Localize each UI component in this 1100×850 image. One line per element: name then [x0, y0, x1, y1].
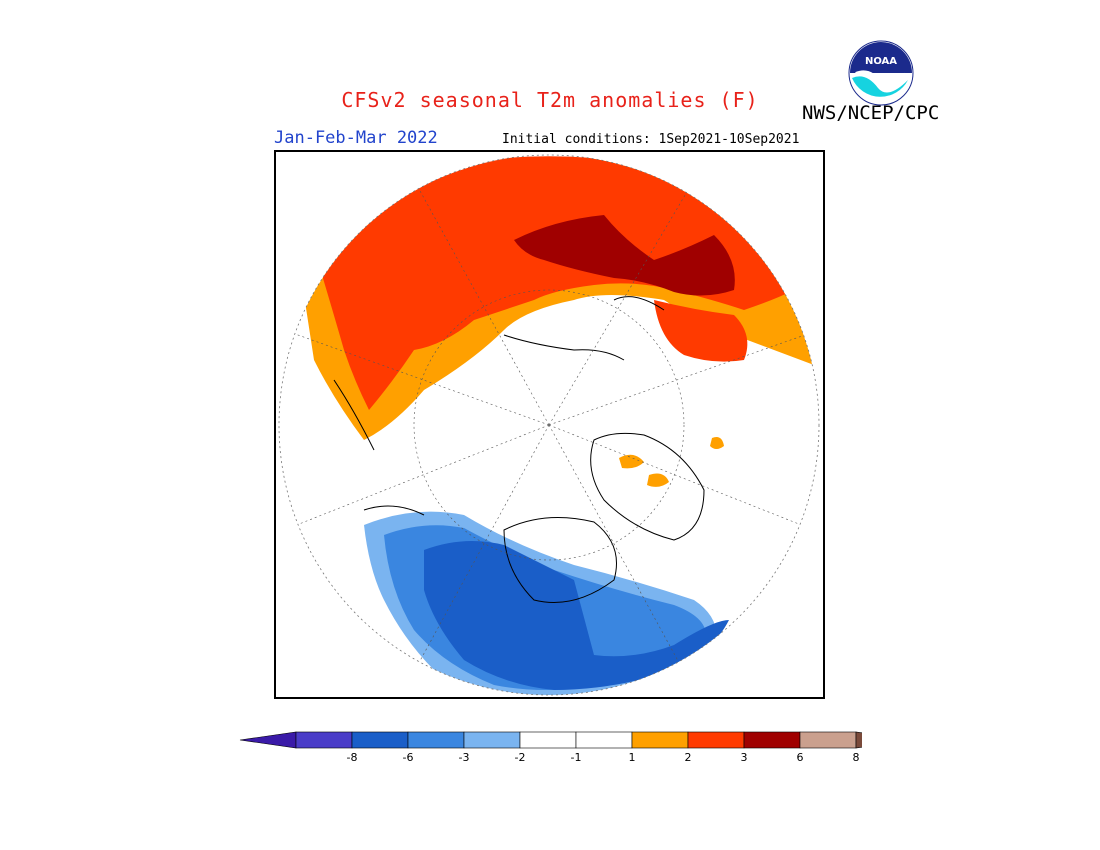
legend-tick-label: -8 [347, 751, 358, 764]
noaa-logo: NOAA [848, 40, 914, 106]
legend-swatch [631, 731, 689, 749]
legend-swatch [351, 731, 409, 749]
anomaly-region-cold-3to6 [424, 541, 729, 690]
legend-tick-label: -1 [571, 751, 582, 764]
legend-tick-label: -3 [459, 751, 470, 764]
legend-arrow-high [855, 731, 862, 749]
legend-swatch [295, 731, 353, 749]
legend-arrow-low [239, 731, 297, 749]
legend-tick-label: 3 [741, 751, 748, 764]
anomaly-region-warm-east [654, 300, 748, 362]
legend-tick-label: 6 [797, 751, 804, 764]
map-frame [274, 150, 825, 699]
legend-swatch [575, 731, 633, 749]
anomaly-region-warm-3to6 [514, 215, 735, 296]
legend-swatch [463, 731, 521, 749]
legend-swatch [519, 731, 577, 749]
legend-tick-label: 8 [853, 751, 860, 764]
anomaly-region-warm-2to3 [319, 156, 794, 410]
anomaly-region-warm-greenland [619, 437, 724, 487]
agency-label: NWS/NCEP/CPC [802, 102, 940, 124]
legend-swatch [687, 731, 745, 749]
legend-tick-label: -2 [515, 751, 526, 764]
legend-swatch [799, 731, 857, 749]
initial-conditions-label: Initial conditions: 1Sep2021-10Sep2021 [502, 132, 800, 147]
globe-outline [278, 154, 820, 696]
season-label: Jan-Feb-Mar 2022 [274, 128, 438, 148]
graticule [283, 179, 819, 691]
noaa-logo-text: NOAA [865, 56, 897, 67]
chart-title: CFSv2 seasonal T2m anomalies (F) [341, 88, 759, 112]
legend-tick-label: -6 [403, 751, 414, 764]
coastline [333, 296, 705, 603]
color-legend: -8 -6 -3 -2 -1 1 2 3 6 8 [239, 731, 862, 764]
legend-tick-label: 1 [629, 751, 636, 764]
polar-map [274, 150, 825, 699]
legend-tick-label: 2 [685, 751, 692, 764]
legend-swatch [407, 731, 465, 749]
legend-swatch [743, 731, 801, 749]
